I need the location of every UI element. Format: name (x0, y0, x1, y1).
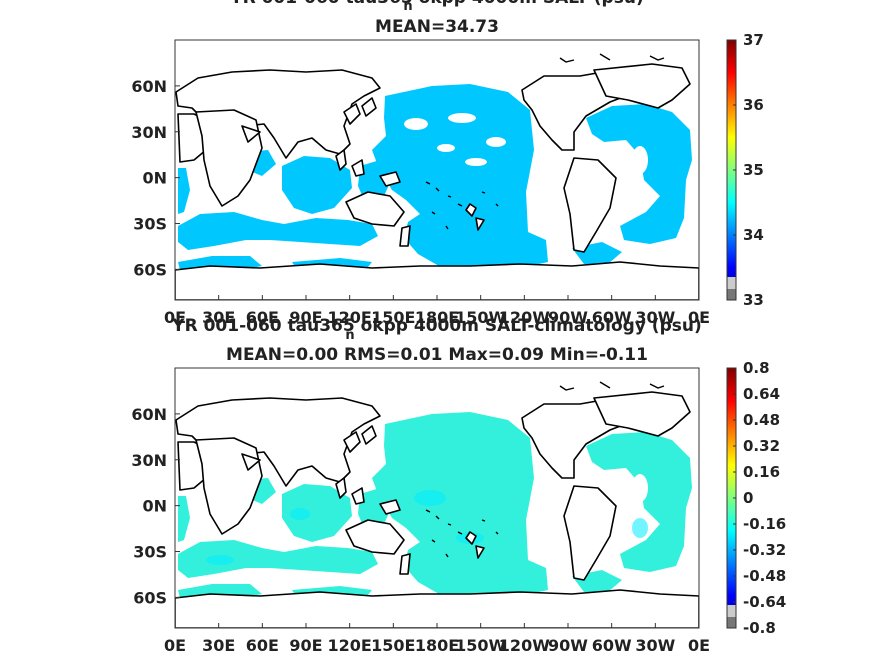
x-tick-label: 30E (202, 308, 235, 327)
colorbar-tick-label: 37 (743, 31, 764, 49)
panel-salinity-anomaly: YR 001-060 tau365 okpp 4000m SALT-climat… (131, 316, 786, 655)
x-tick-label: 150W (455, 636, 506, 655)
colorbar-tick-label: 0 (743, 489, 753, 507)
y-tick-label: 60N (131, 405, 167, 424)
panel2-colorbar-under-light (727, 605, 736, 617)
x-tick-label: 30W (635, 636, 675, 655)
panel1-colorbar-under (727, 289, 736, 300)
panel1-island-dots (425, 53, 665, 230)
x-tick-label: 120E (328, 308, 372, 327)
x-tick-label: 150E (371, 636, 415, 655)
y-tick-label: 60S (133, 588, 167, 607)
colorbar-tick-label: -0.32 (743, 541, 786, 559)
colorbar-tick-label: 0.16 (743, 463, 780, 481)
y-tick-label: 60S (133, 260, 167, 279)
colorbar-tick-label: -0.8 (743, 619, 776, 637)
x-tick-label: 90W (548, 636, 588, 655)
colorbar-tick-label: 0.48 (743, 411, 780, 429)
panel2-title: YR 001-060 tau365 okpp 4000m SALT-climat… (171, 316, 701, 336)
panel1-title: YR 001-060 tau365 okpp 4000m SALT (psu) (229, 0, 643, 8)
x-tick-label: 60E (246, 636, 279, 655)
x-tick-label: 150W (455, 308, 506, 327)
y-tick-label: 30N (131, 451, 167, 470)
y-tick-label: 30N (131, 123, 167, 142)
panel2-colorbar: -0.8 -0.64 -0.48 -0.32 -0.16 0 0.16 0.32 0.48 0.6… (726, 359, 786, 637)
colorbar-tick-label: 36 (743, 96, 764, 114)
x-tick-label: 0E (164, 636, 186, 655)
colorbar-tick-label: 33 (743, 291, 764, 309)
x-tick-label: 0E (688, 308, 710, 327)
panel1-colorbar-gradient (727, 40, 736, 300)
panel2-colorbar-under (727, 617, 736, 628)
x-tick-label: 0E (164, 308, 186, 327)
panel1-colorbar: 33 34 35 36 37 (726, 31, 764, 309)
panel1-subtitle: MEAN=34.73 (375, 17, 499, 37)
x-tick-label: 60W (592, 308, 632, 327)
colorbar-tick-label: 0.64 (743, 385, 780, 403)
panel2-patches (632, 474, 648, 502)
colorbar-tick-label: -0.16 (743, 515, 786, 533)
x-tick-label: 90W (548, 308, 588, 327)
x-tick-label: 120W (499, 308, 550, 327)
colorbar-tick-label: 35 (743, 161, 764, 179)
y-tick-label: 60N (131, 77, 167, 96)
colorbar-tick-label: 34 (743, 226, 764, 244)
colorbar-tick-label: -0.64 (743, 593, 786, 611)
colorbar-tick-label: -0.48 (743, 567, 786, 585)
y-tick-label: 30S (133, 215, 167, 234)
panel2-map (175, 368, 699, 628)
x-tick-label: 30W (635, 308, 675, 327)
x-tick-label: 150E (371, 308, 415, 327)
panel2-title-subscript: n (345, 328, 354, 343)
x-tick-label: 90E (289, 636, 322, 655)
panel1-colorbar-ticks: 33 34 35 36 37 (733, 31, 764, 309)
x-tick-label: 180E (415, 636, 459, 655)
panel1-map (175, 40, 699, 300)
x-tick-label: 60W (592, 636, 632, 655)
panel2-colorbar-gradient (727, 368, 736, 628)
panel1-patches (404, 113, 648, 174)
panel2-subtitle: MEAN=0.00 RMS=0.01 Max=0.09 Min=-0.11 (226, 345, 648, 365)
x-tick-label: 180E (415, 308, 459, 327)
x-tick-label: 60E (246, 308, 279, 327)
x-tick-label: 120E (328, 636, 372, 655)
y-tick-label: 0N (142, 497, 167, 516)
panel1-y-ticks: 60N 30N 0N 30S 60S (131, 77, 180, 279)
panel2-y-ticks: 60N 30N 0N 30S 60S (131, 405, 180, 607)
colorbar-tick-label: 0.8 (743, 359, 770, 377)
x-tick-label: 30E (202, 636, 235, 655)
x-tick-label: 120W (499, 636, 550, 655)
x-tick-label: 90E (289, 308, 322, 327)
panel-salinity: YR 001-060 tau365 okpp 4000m SALT (psu) … (131, 0, 764, 327)
x-tick-label: 0E (688, 636, 710, 655)
panel1-colorbar-under-light (727, 277, 736, 289)
y-tick-label: 0N (142, 169, 167, 188)
y-tick-label: 30S (133, 543, 167, 562)
panel1-coastlines (175, 63, 699, 300)
panel1-title-subscript: n (403, 0, 412, 14)
panel2-colorbar-ticks: -0.8 -0.64 -0.48 -0.32 -0.16 0 0.16 0.32 0.48 0.6… (733, 359, 786, 637)
colorbar-tick-label: 0.32 (743, 437, 780, 455)
panel2-coastlines (175, 391, 699, 628)
panel2-island-dots (425, 381, 665, 558)
